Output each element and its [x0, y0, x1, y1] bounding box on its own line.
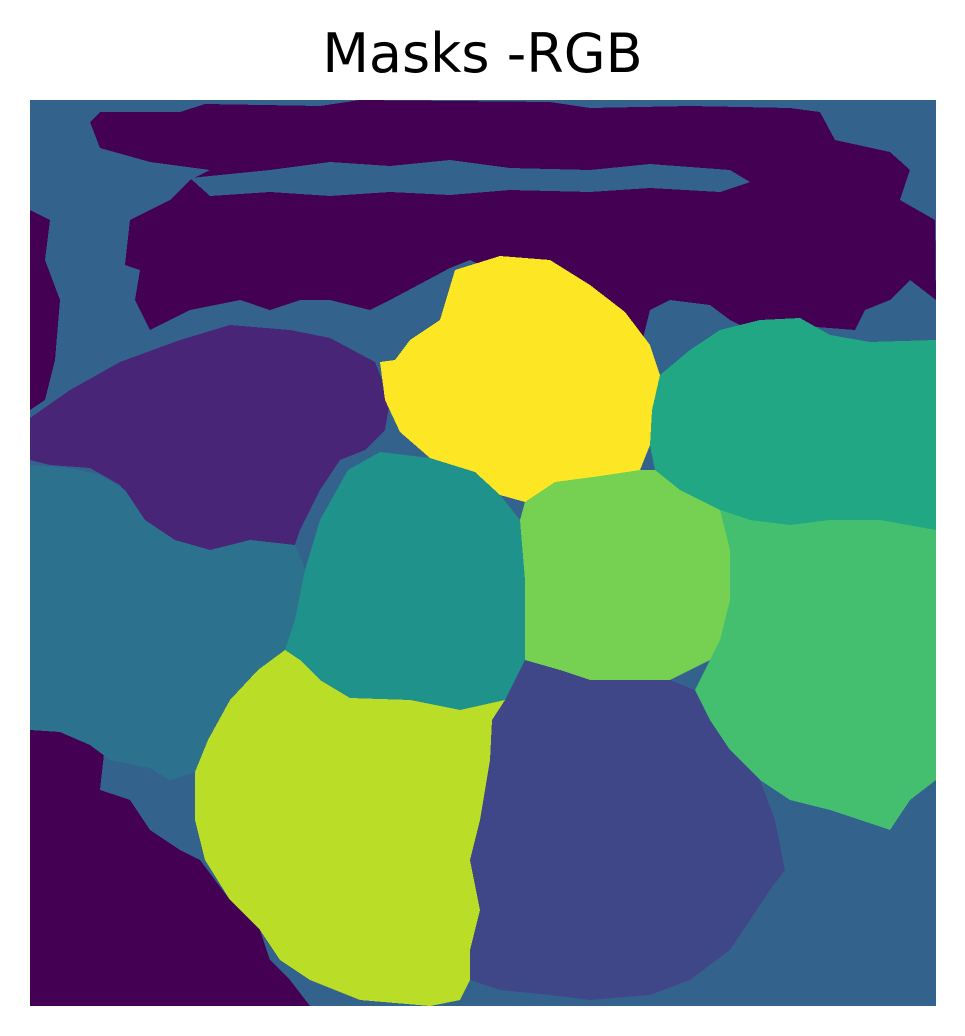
mask-segment-yellow [380, 256, 660, 502]
mask-segment-upper-right [650, 318, 936, 530]
mask-region-background-bottom-left [30, 730, 310, 1006]
mask-segment-blue-purple [470, 660, 785, 1000]
mask-segment-light-green [520, 470, 730, 680]
mask-segment-right-green [695, 510, 936, 830]
figure-title: Masks -RGB [322, 22, 643, 85]
segmentation-mask-image [30, 100, 936, 1006]
mask-region-background-left [30, 210, 60, 410]
mask-region-background-top [90, 100, 936, 350]
mask-segment-upper-left [30, 325, 390, 550]
mask-region-background-top-stripe [190, 160, 750, 196]
mask-segment-center-teal [285, 452, 525, 710]
mask-segment-lime [195, 650, 505, 1006]
mask-segment-left-middle [30, 465, 305, 780]
